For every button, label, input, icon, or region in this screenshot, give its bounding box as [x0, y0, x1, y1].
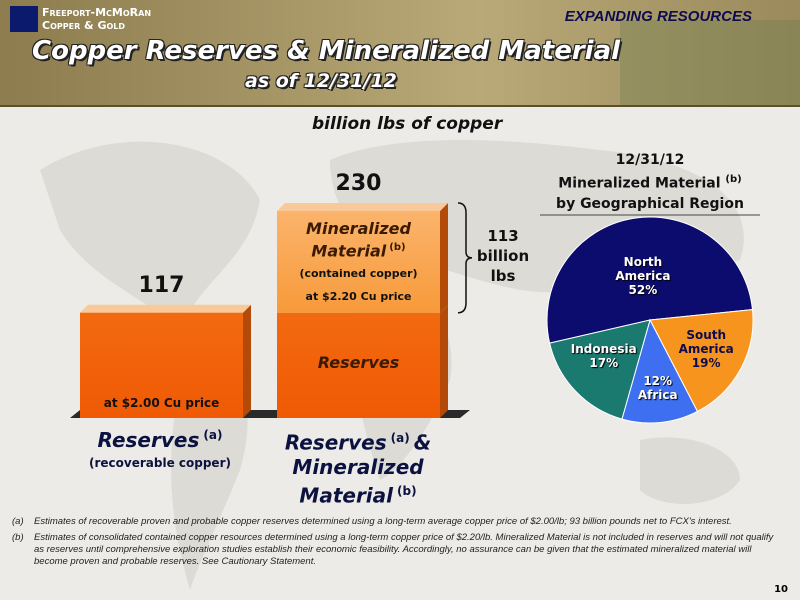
- bracket: [457, 202, 473, 314]
- tagline: EXPANDING RESOURCES: [564, 8, 752, 25]
- bar-top: [277, 203, 448, 211]
- category-label: & Mineralized Material: [292, 430, 432, 508]
- company-line: Copper & Gold: [42, 19, 126, 32]
- bar-segment: [277, 312, 440, 418]
- segment-label: Mineralized Material: [306, 219, 411, 261]
- company-line: Freeport-McMoRan: [42, 6, 152, 19]
- footnote-ref: (b): [725, 174, 742, 185]
- company-name: Freeport-McMoRan Copper & Gold: [42, 6, 151, 32]
- pie-slice: [649, 309, 754, 413]
- label-block: North America 52%: [603, 255, 683, 297]
- bar-segment: [80, 312, 243, 418]
- slice-value: 52%: [628, 283, 658, 298]
- logo-mark: [10, 6, 38, 32]
- label-block: 113 billion lbs: [476, 226, 530, 285]
- pie-slice: [546, 216, 754, 344]
- footnote-text: Estimates of recoverable proven and prob…: [34, 516, 732, 527]
- slice-label: North America: [615, 255, 671, 284]
- footnote-ref: (b): [389, 242, 406, 253]
- unit-label: billion lbs of copper: [312, 114, 503, 134]
- segment-label: at $2.00 Cu price: [103, 396, 220, 410]
- footnote-mark: (b): [12, 532, 24, 543]
- bar-side: [440, 304, 448, 418]
- label-block: South America 19%: [666, 328, 746, 370]
- label-block: Indonesia 17%: [564, 342, 644, 370]
- footnote-mark: (a): [12, 516, 24, 527]
- segment-label: Reserves: [317, 353, 400, 373]
- footnote-ref: (a): [390, 431, 410, 445]
- pie-title-block: 12/31/12 Mineralized Material (b) by Geo…: [540, 150, 760, 214]
- pie-slice: [621, 318, 699, 424]
- segment-detail: (contained copper): [299, 267, 418, 280]
- total-label: 117: [138, 272, 185, 298]
- slide-subtitle: as of 12/31/12: [245, 70, 397, 92]
- label-block: Reserves (a) & Mineralized Material (b): [272, 426, 444, 508]
- slice-value: 12%: [643, 373, 673, 388]
- pie-slice: [549, 319, 651, 420]
- footnote-ref: (b): [397, 483, 417, 498]
- footnote: (a) Estimates of recoverable proven and p…: [12, 516, 782, 528]
- category-detail: (recoverable copper): [89, 456, 231, 470]
- total-label: 230: [335, 171, 382, 196]
- pie-subtitle: Mineralized Material: [558, 175, 721, 192]
- pie-subtitle2: by Geographical Region: [556, 195, 744, 212]
- footnote-text: Estimates of consolidated contained copp…: [34, 532, 774, 567]
- label-block: 12% Africa: [618, 374, 698, 402]
- footnote: (b) Estimates of consolidated contained c…: [12, 532, 782, 568]
- header-band: [0, 0, 800, 107]
- slice-label: Africa: [637, 387, 678, 402]
- category-label: Reserves: [284, 430, 387, 455]
- category-label: Reserves: [97, 428, 200, 452]
- bar-top: [80, 304, 251, 313]
- label-block: Mineralized Material (b): [297, 219, 420, 260]
- pie-subtitle-line: Mineralized Material (b): [540, 170, 760, 194]
- bar-segment: [277, 211, 440, 313]
- pie-title: 12/31/12: [615, 152, 685, 168]
- page-number: 10: [774, 584, 788, 595]
- footnote-ref: (a): [203, 428, 223, 443]
- bar-side: [440, 203, 448, 313]
- bar-side: [243, 304, 251, 418]
- header-image: [620, 20, 800, 105]
- slice-label: South America: [678, 328, 734, 357]
- slice-value: 17%: [589, 356, 619, 371]
- segment-price: at $2.20 Cu price: [305, 290, 412, 303]
- slice-label: Indonesia: [570, 342, 637, 357]
- category-line: Reserves (a): [70, 428, 250, 452]
- slide-title: Copper Reserves & Mineralized Material: [32, 36, 621, 66]
- label-block: Reserves (a) (recoverable copper): [70, 428, 250, 471]
- slice-value: 19%: [691, 356, 721, 371]
